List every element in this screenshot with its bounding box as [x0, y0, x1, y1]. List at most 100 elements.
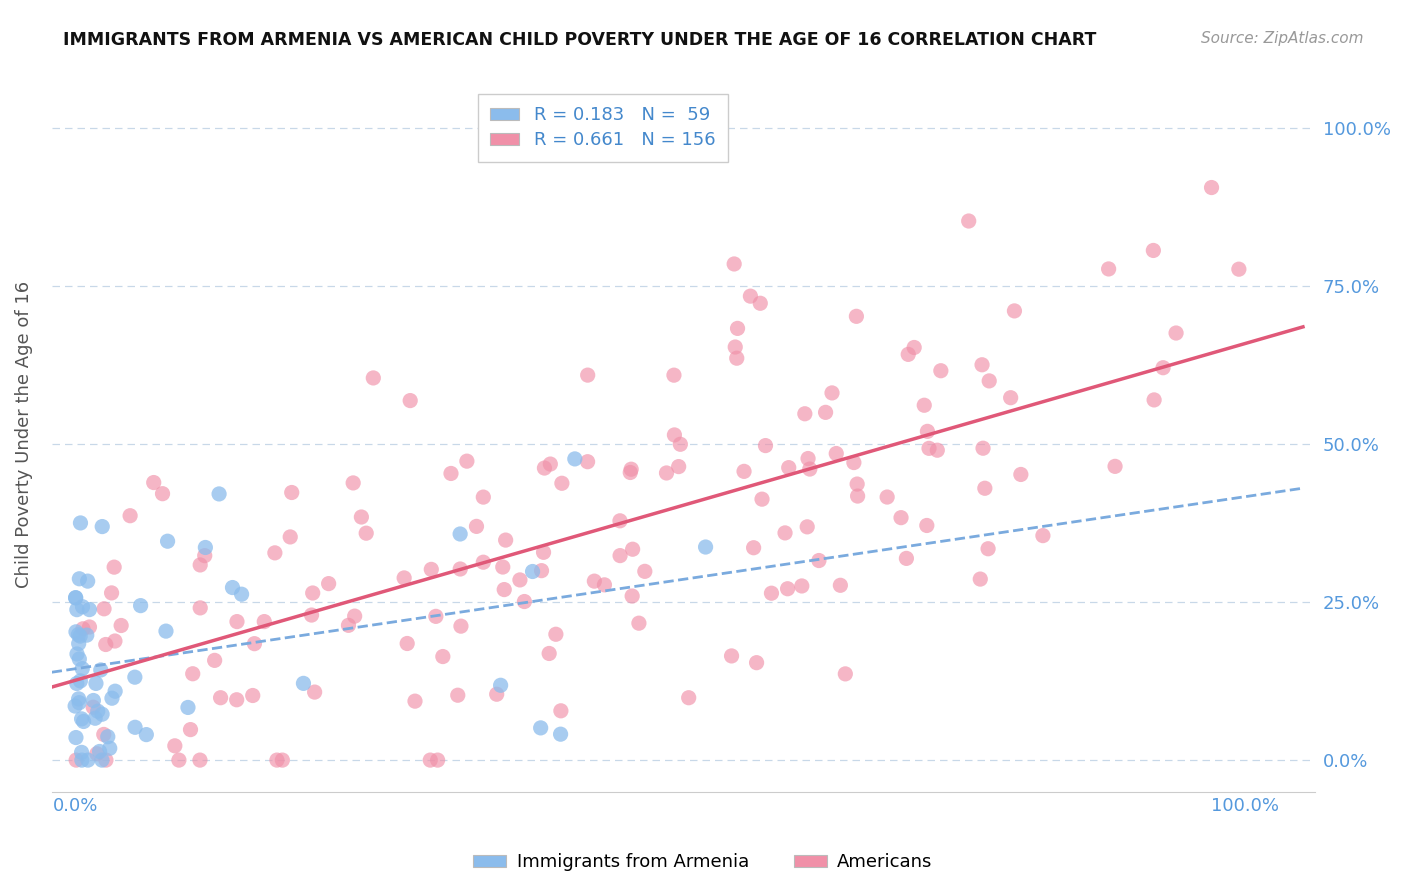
Point: [79, 602, 101, 616]
Point: [544, 627, 567, 641]
Point: [100, 586, 122, 600]
Point: [621, 589, 644, 603]
Point: [733, 464, 755, 478]
Point: [84, 676, 107, 690]
Point: [94, 638, 117, 652]
Point: [846, 477, 869, 491]
Point: [181, 666, 204, 681]
Point: [188, 600, 211, 615]
Point: [472, 555, 495, 569]
Point: [903, 341, 925, 355]
Point: [266, 753, 288, 767]
Point: [627, 616, 650, 631]
Point: [66, 676, 89, 690]
Legend: Immigrants from Armenia, Americans: Immigrants from Armenia, Americans: [465, 847, 941, 879]
Point: [65, 591, 87, 605]
Point: [304, 685, 326, 699]
Point: [793, 407, 815, 421]
Point: [65, 624, 87, 639]
Point: [396, 636, 419, 650]
Point: [749, 296, 772, 310]
Point: [450, 619, 472, 633]
Point: [918, 442, 941, 456]
Point: [67, 572, 90, 586]
Point: [725, 351, 748, 366]
Point: [221, 581, 243, 595]
Point: [82, 700, 104, 714]
Point: [761, 586, 783, 600]
Point: [492, 560, 515, 574]
Point: [846, 489, 869, 503]
Point: [226, 615, 249, 629]
Point: [142, 475, 165, 490]
Point: [337, 618, 360, 632]
Point: [551, 476, 574, 491]
Point: [432, 649, 454, 664]
Point: [84, 711, 107, 725]
Point: [209, 690, 232, 705]
Point: [979, 374, 1001, 388]
Point: [533, 545, 555, 559]
Point: [754, 439, 776, 453]
Point: [776, 582, 799, 596]
Point: [101, 691, 124, 706]
Point: [188, 753, 211, 767]
Point: [79, 620, 101, 634]
Point: [576, 368, 599, 383]
Point: [67, 691, 90, 706]
Point: [208, 487, 231, 501]
Point: [440, 467, 463, 481]
Point: [842, 456, 865, 470]
Point: [343, 609, 366, 624]
Point: [72, 622, 94, 636]
Point: [814, 405, 837, 419]
Point: [1143, 392, 1166, 407]
Point: [790, 579, 813, 593]
Point: [917, 425, 939, 439]
Point: [69, 673, 91, 688]
Point: [576, 455, 599, 469]
Point: [70, 753, 93, 767]
Point: [668, 459, 690, 474]
Point: [538, 647, 561, 661]
Point: [1104, 459, 1126, 474]
Point: [973, 481, 995, 495]
Point: [912, 398, 935, 412]
Point: [489, 678, 512, 692]
Point: [621, 542, 644, 557]
Point: [1164, 326, 1187, 340]
Point: [796, 520, 818, 534]
Point: [72, 599, 94, 614]
Point: [399, 393, 422, 408]
Point: [70, 712, 93, 726]
Point: [76, 574, 98, 588]
Point: [104, 684, 127, 698]
Point: [97, 730, 120, 744]
Point: [124, 670, 146, 684]
Point: [177, 700, 200, 714]
Point: [447, 688, 470, 702]
Point: [253, 615, 276, 629]
Point: [280, 485, 302, 500]
Point: [969, 572, 991, 586]
Point: [425, 609, 447, 624]
Point: [278, 530, 301, 544]
Point: [778, 460, 800, 475]
Point: [1152, 360, 1174, 375]
Point: [98, 741, 121, 756]
Point: [655, 466, 678, 480]
Point: [740, 289, 762, 303]
Point: [65, 731, 87, 745]
Point: [465, 519, 488, 533]
Point: [231, 587, 253, 601]
Point: [830, 578, 852, 592]
Point: [110, 618, 132, 632]
Point: [1004, 304, 1026, 318]
Point: [93, 602, 115, 616]
Point: [970, 358, 993, 372]
Point: [91, 707, 114, 722]
Point: [509, 573, 531, 587]
Point: [513, 594, 536, 608]
Point: [70, 745, 93, 759]
Point: [82, 693, 104, 707]
